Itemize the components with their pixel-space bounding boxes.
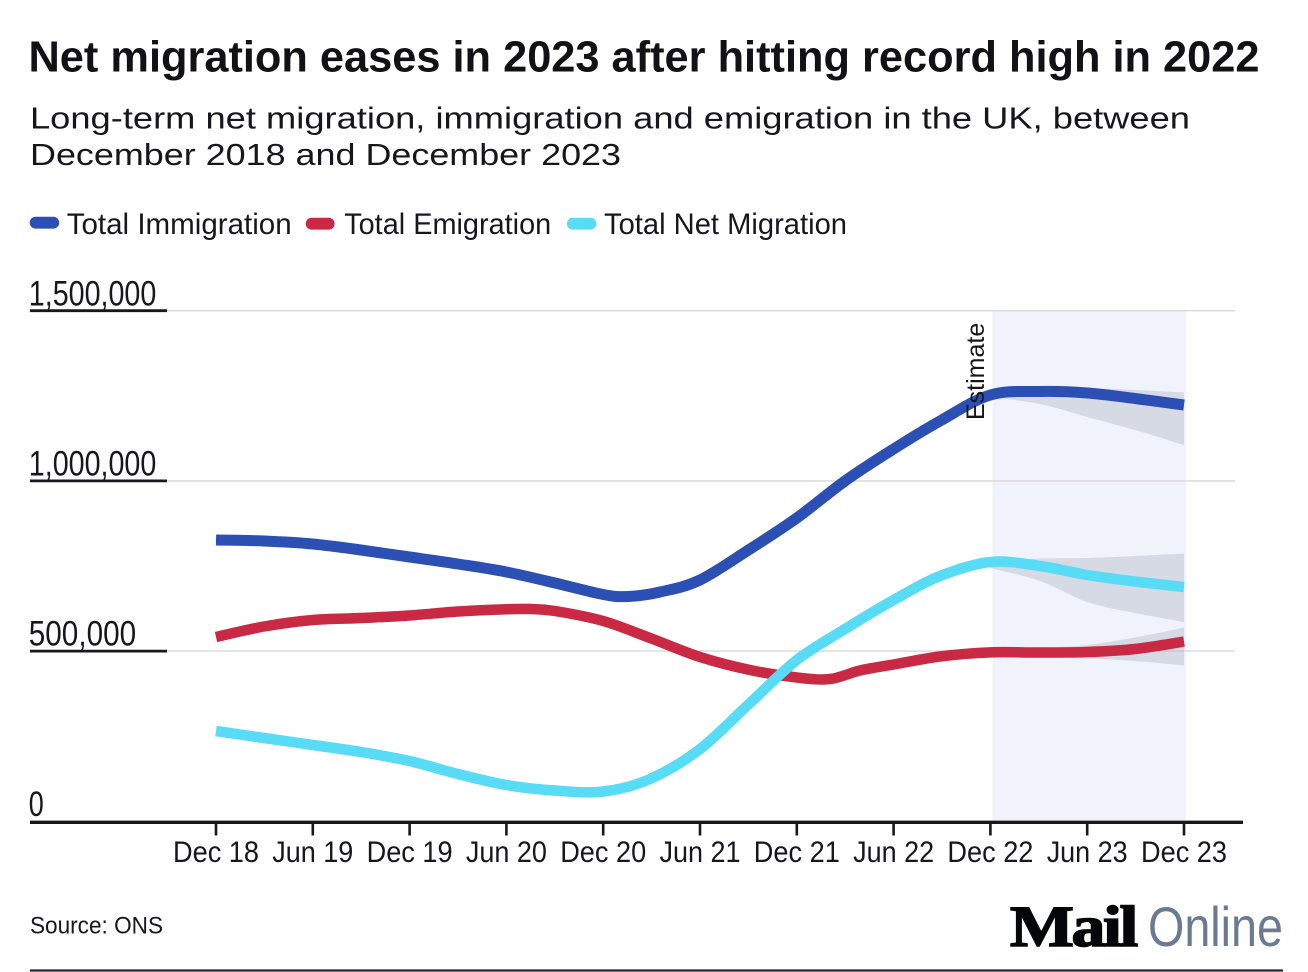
svg-text:December 2018 and December 202: December 2018 and December 2023 — [30, 137, 621, 172]
svg-text:Source: ONS: Source: ONS — [30, 913, 163, 940]
svg-text:Estimate: Estimate — [962, 323, 990, 420]
svg-text:Dec 20: Dec 20 — [560, 836, 646, 869]
svg-text:1,500,000: 1,500,000 — [29, 275, 157, 314]
svg-text:Dec 22: Dec 22 — [947, 836, 1033, 869]
svg-text:500,000: 500,000 — [29, 615, 136, 654]
svg-text:Mail: Mail — [1010, 894, 1138, 959]
svg-text:Dec 18: Dec 18 — [173, 836, 259, 869]
svg-text:Total Emigration: Total Emigration — [344, 208, 551, 241]
svg-text:Dec 23: Dec 23 — [1141, 836, 1227, 869]
svg-text:Dec 19: Dec 19 — [367, 836, 453, 869]
svg-text:Jun 22: Jun 22 — [853, 836, 934, 869]
svg-text:1,000,000: 1,000,000 — [29, 445, 157, 484]
svg-text:Online: Online — [1148, 895, 1283, 958]
svg-text:Jun 20: Jun 20 — [466, 836, 547, 869]
svg-text:Jun 21: Jun 21 — [660, 836, 741, 869]
svg-text:Dec 21: Dec 21 — [754, 836, 840, 869]
svg-text:Jun 23: Jun 23 — [1047, 836, 1128, 869]
svg-text:0: 0 — [29, 785, 44, 824]
svg-text:Jun 19: Jun 19 — [272, 836, 353, 869]
svg-text:Total Net Migration: Total Net Migration — [604, 208, 847, 241]
svg-text:Net migration eases in 2023 af: Net migration eases in 2023 after hittin… — [29, 33, 1260, 82]
svg-text:Long-term net migration, immig: Long-term net migration, immigration and… — [30, 100, 1190, 135]
svg-text:Total Immigration: Total Immigration — [67, 208, 292, 241]
